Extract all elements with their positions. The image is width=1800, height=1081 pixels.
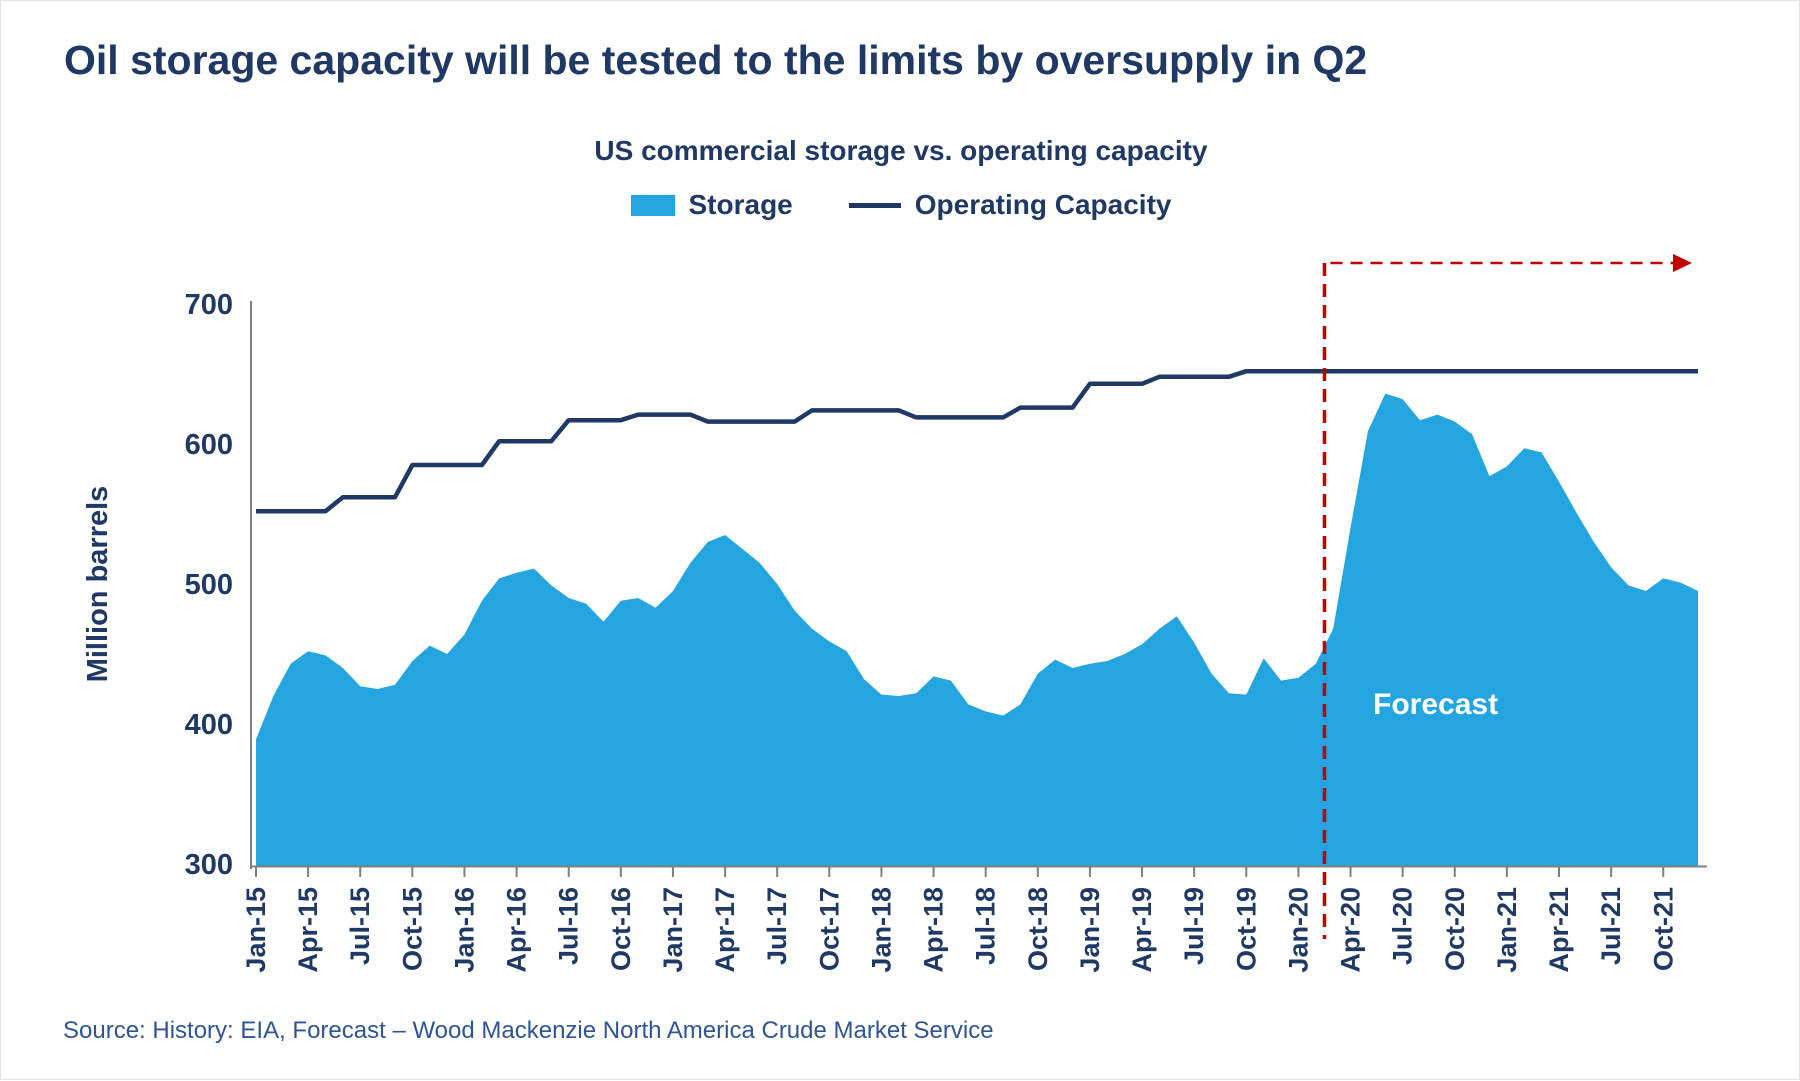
x-tick-label: Jul-17: [762, 887, 792, 965]
y-axis-title: Million barrels: [82, 486, 114, 683]
x-tick-label: Jan-18: [866, 887, 896, 973]
x-tick-label: Oct-15: [397, 887, 427, 971]
y-tick-label: 500: [185, 569, 233, 601]
capacity-legend-swatch: [848, 202, 901, 208]
x-tick-label: Jul-21: [1596, 887, 1626, 965]
x-tick-label: Jan-19: [1075, 887, 1105, 973]
x-tick-label: Oct-21: [1648, 887, 1678, 971]
x-tick-label: Apr-15: [293, 887, 323, 973]
x-tick-label: Jan-15: [241, 887, 271, 973]
y-tick-label: 700: [185, 289, 233, 321]
forecast-label: Forecast: [1373, 688, 1498, 721]
x-tick-label: Apr-17: [710, 887, 740, 973]
x-tick-label: Jan-17: [658, 887, 688, 973]
page-title: Oil storage capacity will be tested to t…: [64, 37, 1368, 83]
x-tick-label: Apr-18: [919, 887, 949, 973]
forecast-arrow-head: [1673, 254, 1692, 272]
chart-title: US commercial storage vs. operating capa…: [594, 135, 1208, 166]
x-tick-label: Jul-18: [971, 887, 1001, 965]
y-tick-label: 600: [185, 429, 233, 461]
x-tick-label: Oct-20: [1440, 887, 1470, 971]
x-tick-label: Oct-18: [1023, 887, 1053, 971]
y-tick-label: 300: [185, 849, 233, 881]
x-tick-label: Jul-20: [1388, 887, 1418, 965]
operating-capacity-series: [256, 368, 1698, 514]
legend: Storage Operating Capacity: [1, 189, 1800, 221]
storage-legend-swatch: [630, 194, 675, 216]
x-tick-label: Jan-16: [450, 887, 480, 973]
storage-legend-label: Storage: [688, 189, 793, 220]
y-tick-label: 400: [185, 709, 233, 741]
x-tick-label: Apr-19: [1127, 887, 1157, 973]
source-note: Source: History: EIA, Forecast – Wood Ma…: [63, 1017, 994, 1044]
capacity-legend-label: Operating Capacity: [914, 189, 1172, 220]
x-tick-label: Oct-16: [606, 887, 636, 971]
x-tick-label: Oct-17: [814, 887, 844, 971]
x-tick-label: Jul-15: [345, 887, 375, 965]
x-tick-label: Apr-21: [1544, 887, 1574, 973]
x-tick-label: Jul-16: [554, 887, 584, 965]
storage-area-series: [256, 393, 1698, 866]
x-tick-label: Jan-21: [1492, 887, 1522, 973]
x-tick-label: Apr-20: [1336, 887, 1366, 973]
x-tick-label: Jan-20: [1283, 887, 1313, 973]
x-tick-label: Oct-19: [1231, 887, 1261, 971]
x-tick-label: Jul-19: [1179, 887, 1209, 965]
x-tick-label: Apr-16: [502, 887, 532, 973]
